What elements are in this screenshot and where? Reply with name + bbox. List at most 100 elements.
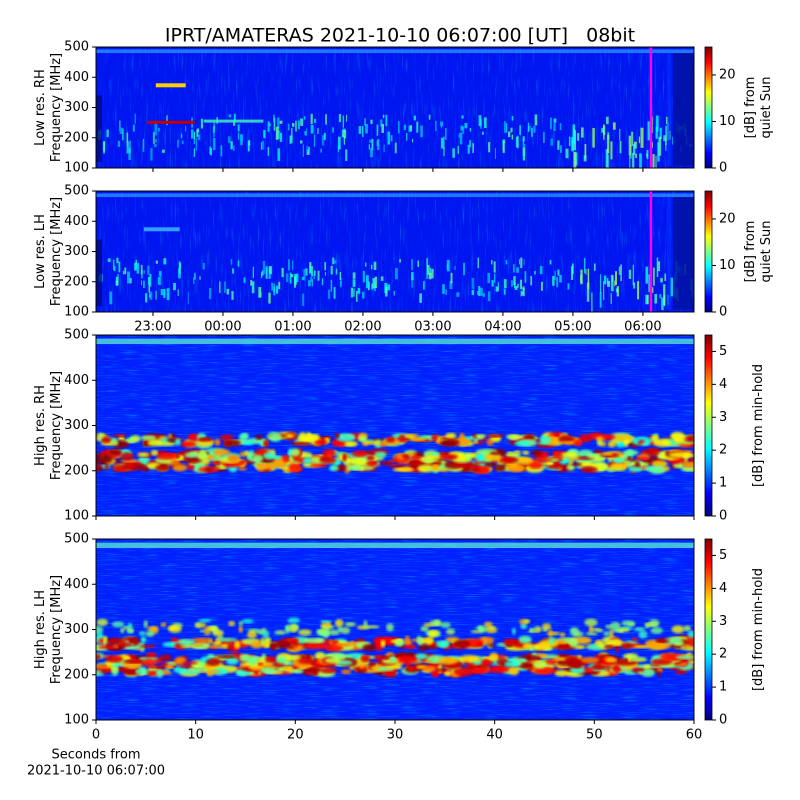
blob	[147, 670, 159, 676]
burst	[114, 266, 116, 272]
blob	[513, 450, 522, 454]
burst	[213, 125, 215, 138]
blob	[549, 458, 560, 462]
blob	[601, 434, 616, 440]
burst	[258, 286, 262, 298]
burst	[161, 149, 165, 153]
burst	[550, 138, 554, 146]
blob	[487, 434, 505, 438]
blob	[635, 457, 650, 461]
blob	[646, 447, 660, 457]
blob	[96, 653, 101, 660]
burst	[150, 147, 153, 161]
blob	[288, 463, 302, 472]
burst	[467, 144, 470, 154]
burst	[477, 291, 479, 295]
x-tick-label: 40	[486, 728, 503, 743]
blob	[237, 467, 247, 471]
burst	[273, 287, 276, 296]
burst	[461, 115, 464, 119]
blob	[489, 652, 499, 661]
blob	[107, 637, 125, 645]
blob	[644, 622, 651, 629]
blob	[139, 644, 157, 648]
burst	[149, 293, 151, 298]
blob	[336, 433, 356, 442]
burst	[469, 140, 471, 148]
blob	[611, 664, 622, 673]
burst	[530, 276, 533, 286]
y-axis-label: High res. LHFrequency [MHz]	[33, 575, 64, 684]
burst	[293, 276, 297, 288]
heatmap-noise	[96, 539, 694, 720]
blob	[327, 629, 340, 636]
blob	[529, 628, 534, 634]
y-axis-label-line: Low res. RH	[33, 69, 48, 146]
blob	[505, 434, 520, 440]
burst	[368, 144, 370, 150]
colorbar-tick-label: 0	[719, 713, 727, 728]
blob	[216, 654, 237, 659]
edge	[96, 239, 102, 306]
blob	[640, 668, 655, 677]
heatmap	[96, 539, 694, 720]
burst	[233, 145, 235, 151]
blob	[580, 466, 598, 473]
blob	[112, 464, 128, 473]
burst	[587, 268, 590, 289]
colorbar-label: [dB] from min-hold	[751, 568, 766, 691]
burst	[228, 114, 232, 118]
burst	[618, 266, 621, 275]
burst	[317, 270, 320, 281]
burst	[550, 117, 552, 130]
blob	[334, 432, 340, 439]
blob	[593, 449, 603, 455]
blob	[336, 643, 352, 647]
burst	[324, 262, 327, 271]
burst	[528, 125, 531, 131]
burst	[147, 276, 150, 285]
blob	[96, 665, 110, 669]
burst	[124, 267, 127, 275]
burst	[504, 121, 506, 133]
burst	[155, 139, 157, 143]
burst	[633, 143, 636, 156]
burst	[302, 144, 304, 157]
blob	[138, 452, 149, 457]
burst	[487, 291, 491, 302]
burst	[187, 292, 189, 305]
blob	[554, 670, 569, 677]
burst	[663, 284, 666, 305]
burst	[629, 150, 631, 168]
burst	[250, 280, 253, 286]
burst	[567, 283, 570, 290]
blob	[326, 622, 332, 627]
burst	[502, 139, 506, 144]
blob	[380, 639, 386, 648]
burst	[553, 122, 556, 132]
burst	[591, 292, 593, 312]
blob	[226, 642, 233, 652]
blob	[483, 621, 493, 628]
burst	[367, 281, 370, 291]
burst	[286, 273, 289, 283]
burst	[479, 287, 483, 296]
burst	[333, 287, 336, 299]
burst	[265, 266, 268, 279]
burst	[338, 114, 342, 123]
burst	[656, 257, 659, 277]
x-axis-label: 2021-10-10 06:07:00	[27, 764, 165, 779]
burst	[610, 274, 614, 292]
burst	[416, 121, 419, 133]
burst	[196, 130, 199, 137]
blob	[302, 457, 313, 465]
blob	[360, 654, 370, 663]
burst	[365, 262, 367, 267]
y-tick-label: 200	[64, 463, 89, 478]
edge	[667, 197, 672, 310]
burst	[446, 259, 450, 272]
blob	[493, 464, 506, 472]
burst	[278, 281, 281, 290]
burst	[426, 258, 428, 267]
x-tick-label: 05:00	[554, 320, 591, 335]
